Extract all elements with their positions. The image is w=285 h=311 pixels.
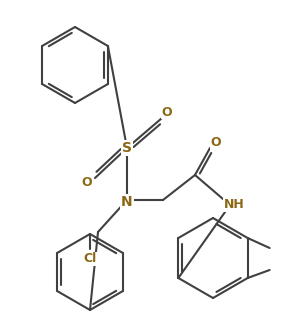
Text: O: O	[211, 137, 221, 150]
Text: NH: NH	[224, 198, 244, 211]
Text: N: N	[121, 195, 133, 209]
Text: O: O	[162, 105, 172, 118]
Text: O: O	[82, 177, 92, 189]
Text: S: S	[122, 141, 132, 155]
Text: Cl: Cl	[84, 253, 97, 266]
